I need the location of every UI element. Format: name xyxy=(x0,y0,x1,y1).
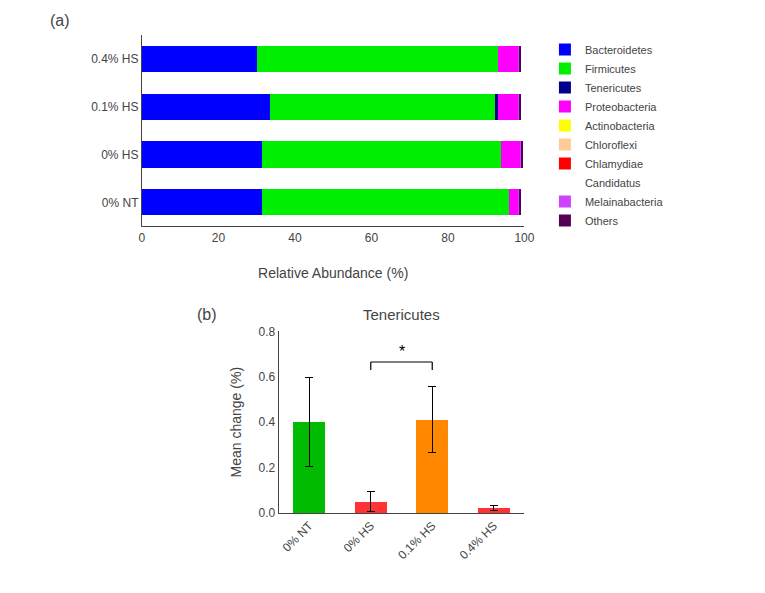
svg-text:80: 80 xyxy=(441,231,455,245)
svg-text:Mean change (%): Mean change (%) xyxy=(228,367,244,478)
svg-text:0% HS: 0% HS xyxy=(341,519,377,555)
svg-text:20: 20 xyxy=(212,231,226,245)
svg-text:0.8: 0.8 xyxy=(258,325,275,339)
svg-text:0.6: 0.6 xyxy=(258,370,275,384)
svg-text:(b): (b) xyxy=(197,306,217,323)
svg-text:Firmicutes: Firmicutes xyxy=(585,63,636,75)
svg-text:0% NT: 0% NT xyxy=(102,196,139,210)
svg-text:0.0: 0.0 xyxy=(258,506,275,520)
svg-text:Proteobacteria: Proteobacteria xyxy=(585,101,657,113)
svg-text:Melainabacteria: Melainabacteria xyxy=(585,196,664,208)
svg-text:Relative Abundance (%): Relative Abundance (%) xyxy=(258,265,408,281)
svg-text:(a): (a) xyxy=(50,12,70,29)
svg-text:0% NT: 0% NT xyxy=(280,518,316,554)
svg-text:Bacteroidetes: Bacteroidetes xyxy=(585,44,653,56)
svg-text:0% HS: 0% HS xyxy=(101,148,138,162)
svg-text:100: 100 xyxy=(514,231,534,245)
svg-text:0.2: 0.2 xyxy=(258,461,275,475)
svg-text:0.4% HS: 0.4% HS xyxy=(91,52,138,66)
svg-text:Chloroflexi: Chloroflexi xyxy=(585,139,637,151)
svg-text:Chlamydiae: Chlamydiae xyxy=(585,158,643,170)
svg-text:60: 60 xyxy=(365,231,379,245)
svg-text:0.1% HS: 0.1% HS xyxy=(395,519,438,562)
svg-text:Tenericutes: Tenericutes xyxy=(363,306,440,323)
svg-text:Tenericutes: Tenericutes xyxy=(585,82,642,94)
svg-text:0.4: 0.4 xyxy=(258,415,275,429)
svg-text:Others: Others xyxy=(585,215,619,227)
svg-text:40: 40 xyxy=(288,231,302,245)
svg-text:0: 0 xyxy=(139,231,146,245)
svg-text:0.4% HS: 0.4% HS xyxy=(457,519,500,562)
svg-text:Actinobacteria: Actinobacteria xyxy=(585,120,656,132)
svg-text:*: * xyxy=(399,343,405,360)
svg-text:Candidatus: Candidatus xyxy=(585,177,641,189)
svg-text:0.1% HS: 0.1% HS xyxy=(91,100,138,114)
